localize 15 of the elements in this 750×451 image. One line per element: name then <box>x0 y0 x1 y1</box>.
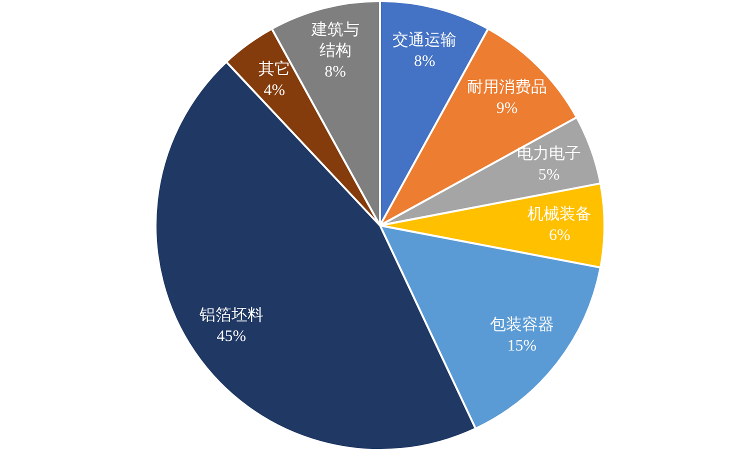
data-label: 8% <box>324 64 346 81</box>
data-label: 15% <box>507 337 537 354</box>
data-label: 45% <box>216 328 246 346</box>
slice-label: 包装容器 <box>490 315 554 334</box>
data-label: 9% <box>496 100 518 118</box>
data-label: 6% <box>548 227 570 244</box>
slice-label: 耐用消费品 <box>466 78 547 96</box>
slice-label: 铝箔坯料 <box>198 306 264 324</box>
slice-label: 其它 <box>258 60 290 78</box>
slice-label: 交通运输 <box>392 31 457 50</box>
data-label: 5% <box>538 166 560 184</box>
slice-label: 机械装备 <box>528 205 592 224</box>
data-label: 4% <box>264 82 286 99</box>
slice-label: 建筑与结构 <box>310 20 360 60</box>
data-label: 8% <box>414 53 436 70</box>
